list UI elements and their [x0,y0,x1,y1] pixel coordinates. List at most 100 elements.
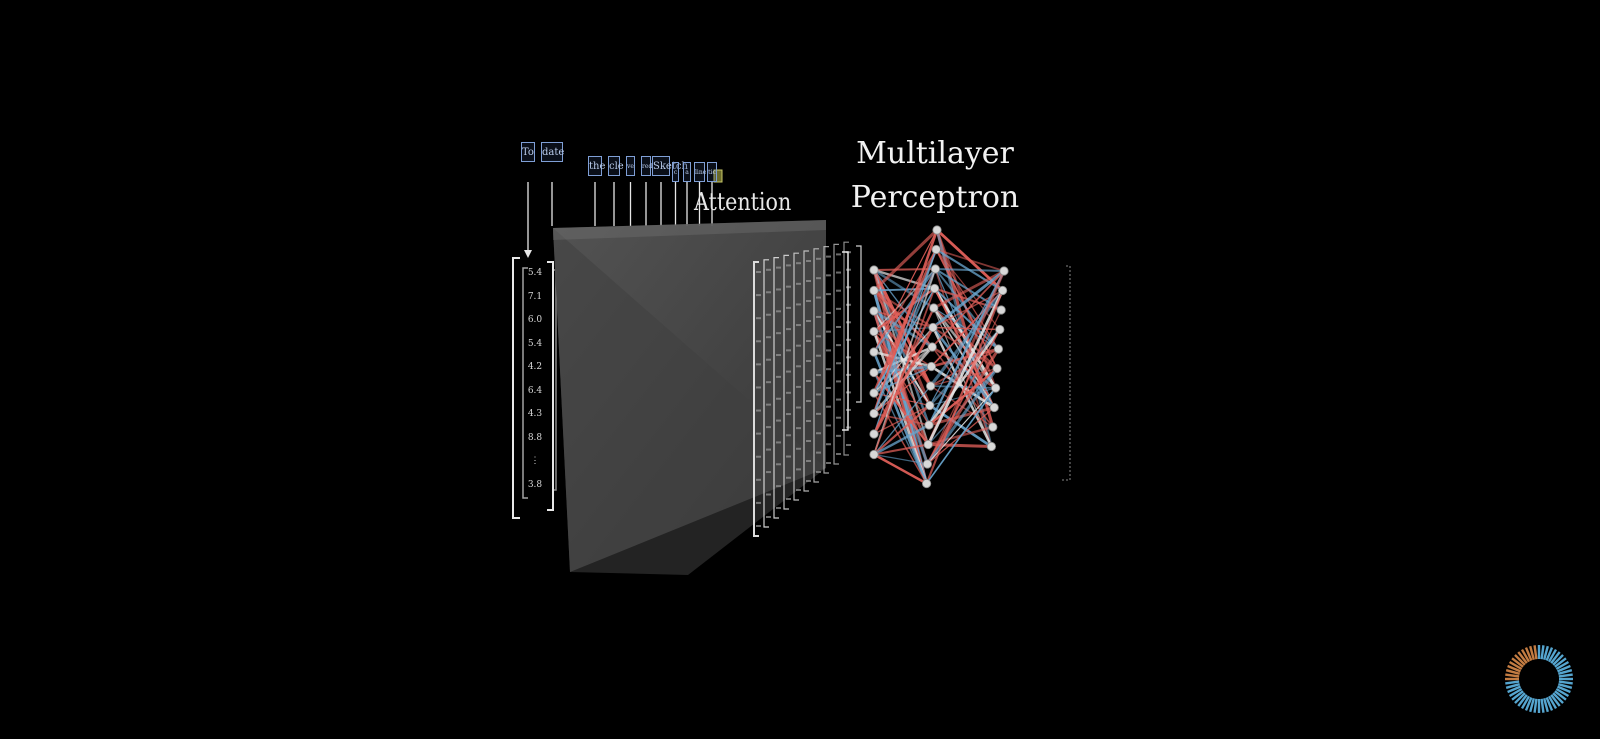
vector-entry [796,468,801,471]
vector-entry [796,324,801,327]
vector-entry [756,340,761,343]
attention-block-top [553,220,826,240]
mlp-weight-edge [932,269,1005,329]
vector-entry [786,370,791,373]
mlp-neuron-layer2 [925,400,935,411]
spinner-tick [1520,648,1531,663]
spinner-tick [1545,697,1554,711]
mlp-neuron-layer2 [921,478,932,489]
vector-entry [806,320,811,322]
vector-entry [766,291,771,294]
vector-entry [836,307,841,310]
mlp-neuron-layer3 [996,305,1006,315]
vector-entry [826,330,831,333]
vector-value: 4.3 [527,409,543,419]
mlp-neuron-layer2 [923,439,933,450]
mlp-weight-edge [926,367,999,465]
vector-entry [806,480,811,482]
spinner-tick [1540,645,1545,660]
vector-value: 3.8 [527,479,543,490]
vector-entry [796,344,801,347]
mlp-weight-edge [873,287,935,292]
spinner-tick [1547,695,1558,710]
spinner-tick [1520,695,1531,710]
vector-entry [806,460,811,462]
mlp-neuron-layer1 [869,449,879,460]
vector-entry [756,432,761,435]
vector-entry [756,478,761,481]
vector-entry [766,313,771,316]
vector-entry [806,300,811,302]
mlp-weight-edge [873,385,932,455]
spinner-tick [1505,669,1520,675]
vector-entry [806,360,811,362]
mlp-neuron-layer2 [932,225,942,235]
vector-entry [836,434,841,437]
vector-entry [826,462,831,464]
mlp-weight-edge [873,443,929,456]
vector-entry [756,525,761,527]
token-arrows [524,169,723,258]
vector-value: 6.0 [527,315,543,325]
mlp-neuron-layer1 [869,367,879,378]
vector-entry [756,363,761,366]
vector-entry [846,444,851,446]
vector-entry [786,391,791,394]
vector-entry [786,455,791,458]
spinner-center [1521,661,1557,697]
spinner-tick [1550,651,1561,664]
vector-entry [836,253,841,256]
spinner-tick [1517,651,1528,664]
spinner-tick [1543,698,1549,713]
mlp-neuron-layer2 [929,283,940,294]
vector-entry [786,306,791,309]
mlp-neuron-layer1 [869,429,879,439]
spinner-tick [1511,657,1524,668]
vector-entry [786,328,791,331]
vector-entry [786,349,791,352]
vector-entry [806,380,811,382]
vector-entry [756,317,761,320]
mlp-weight-edge [926,348,1000,465]
mlp-weight-edge [873,423,930,456]
spinner-tick [1511,690,1524,701]
mlp-neuron-layer1 [869,347,879,357]
vector-entry [776,441,781,444]
mlp-neuron-layer3 [988,422,998,432]
vector-entry [766,426,771,429]
spinner-tick [1558,683,1573,689]
vector-entry [756,409,761,412]
vector-entry [756,294,761,297]
mlp-weight-edge [873,310,934,329]
spinner-tick [1514,654,1526,666]
next-layer-dashed-line [1062,265,1071,481]
mlp-weight-edge [872,330,930,446]
vector-entry [816,432,821,435]
vector-entry [776,485,781,488]
mlp-weight-edge [873,249,937,414]
token-10: tic [707,162,717,182]
spinner-tick [1552,654,1564,666]
vector-entry [796,447,801,450]
mlp-neuron-layer3 [990,383,1001,393]
token-3: cle [608,156,624,176]
vector-column-9 [843,241,849,456]
vector-entry [776,397,781,400]
spinner-tick [1529,698,1535,713]
spinner-tick [1558,673,1573,678]
vector-entry [836,416,841,419]
vector-entry [806,420,811,422]
vector-entry [816,315,821,318]
vector-entry [796,406,801,409]
vector-entry [776,332,781,335]
vector-value: 4.2 [527,362,543,372]
mlp-neuron-layer2 [928,322,938,333]
vector-entry [836,271,841,274]
vector-entry [816,412,821,415]
vector-entry [826,405,831,408]
vector-entry [836,362,841,365]
mlp-weight-edge [872,228,939,292]
mlp-neuron-layer2 [926,361,937,372]
vector-entry [766,381,771,384]
spinner-tick [1554,657,1567,668]
